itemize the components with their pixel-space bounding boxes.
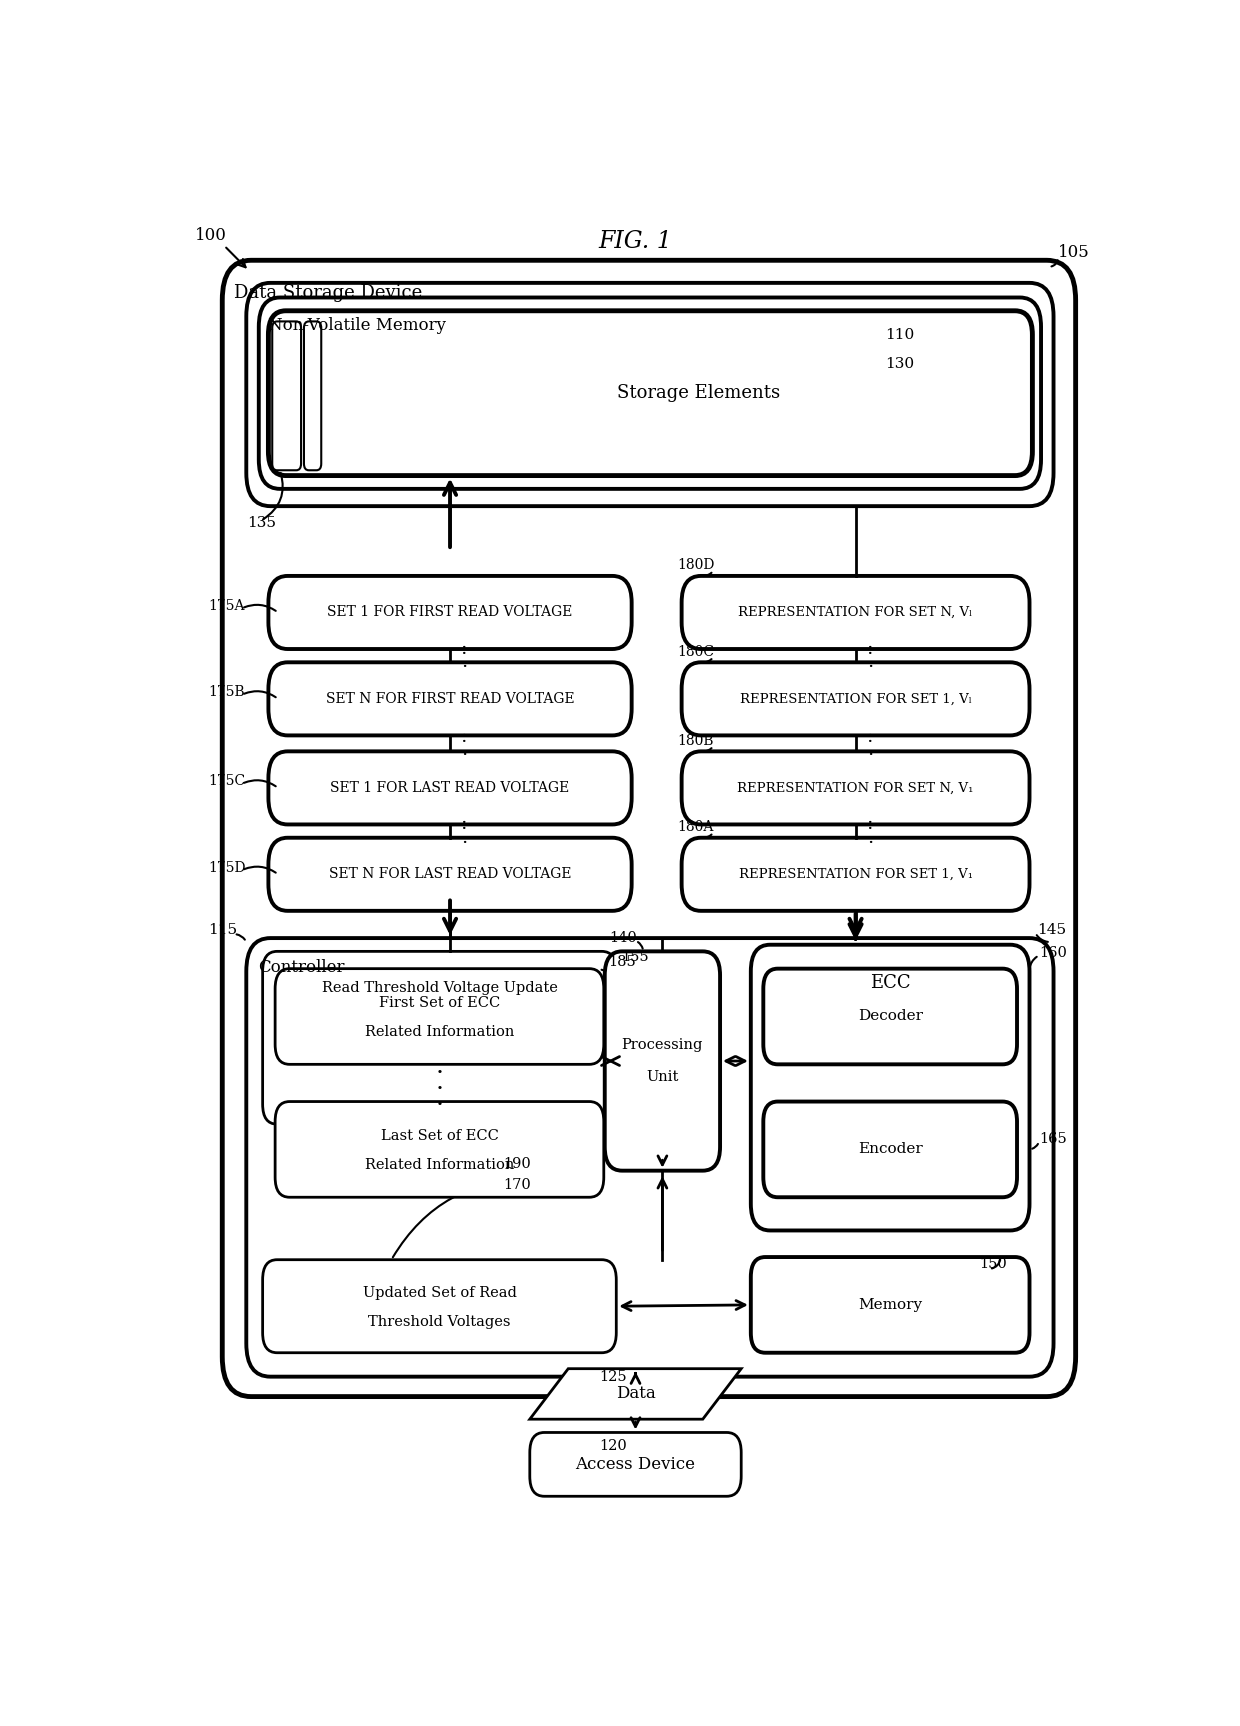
Text: Memory: Memory — [858, 1298, 923, 1312]
FancyBboxPatch shape — [304, 321, 321, 469]
Text: ECC: ECC — [869, 973, 910, 992]
Text: Updated Set of Read: Updated Set of Read — [362, 1286, 516, 1300]
FancyBboxPatch shape — [764, 1101, 1017, 1198]
Text: :: : — [461, 640, 467, 658]
Text: 160: 160 — [1039, 946, 1066, 960]
Text: .: . — [461, 654, 467, 671]
FancyBboxPatch shape — [529, 1433, 742, 1496]
FancyBboxPatch shape — [268, 837, 631, 911]
Text: Threshold Voltages: Threshold Voltages — [368, 1315, 511, 1329]
Text: REPRESENTATION FOR SET N, Vₗ: REPRESENTATION FOR SET N, Vₗ — [739, 606, 972, 620]
Text: 175B: 175B — [208, 685, 244, 699]
FancyBboxPatch shape — [263, 951, 616, 1124]
Text: :: : — [867, 815, 873, 834]
FancyBboxPatch shape — [605, 951, 720, 1170]
FancyBboxPatch shape — [275, 1101, 604, 1198]
FancyBboxPatch shape — [268, 576, 631, 649]
Text: .: . — [435, 1087, 444, 1110]
Text: :: : — [461, 815, 467, 834]
FancyBboxPatch shape — [682, 751, 1029, 825]
Text: .: . — [435, 1072, 444, 1094]
Text: Read Threshold Voltage Update: Read Threshold Voltage Update — [321, 980, 558, 994]
FancyBboxPatch shape — [682, 576, 1029, 649]
Text: Related Information: Related Information — [365, 1158, 515, 1172]
Text: 155: 155 — [621, 949, 649, 963]
FancyBboxPatch shape — [751, 1257, 1029, 1353]
Text: SET 1 FOR LAST READ VOLTAGE: SET 1 FOR LAST READ VOLTAGE — [330, 780, 569, 796]
Text: Data: Data — [615, 1386, 656, 1403]
Text: .: . — [435, 1056, 444, 1079]
Text: 125: 125 — [599, 1370, 626, 1384]
Text: :: : — [461, 728, 467, 746]
Text: Last Set of ECC: Last Set of ECC — [381, 1129, 498, 1143]
Text: 120: 120 — [599, 1439, 626, 1453]
Text: 185: 185 — [609, 954, 636, 968]
FancyBboxPatch shape — [682, 663, 1029, 735]
Text: 190: 190 — [503, 1156, 531, 1170]
Text: :: : — [867, 728, 873, 746]
Text: 175C: 175C — [208, 775, 246, 789]
FancyBboxPatch shape — [268, 751, 631, 825]
Text: Controller: Controller — [258, 960, 345, 977]
FancyBboxPatch shape — [247, 939, 1054, 1377]
FancyBboxPatch shape — [222, 261, 1075, 1396]
Text: Processing: Processing — [621, 1037, 703, 1053]
Text: 130: 130 — [885, 357, 914, 371]
Text: Non-Volatile Memory: Non-Volatile Memory — [268, 318, 446, 335]
FancyBboxPatch shape — [259, 297, 1042, 488]
Text: .: . — [461, 740, 467, 759]
Text: FIG. 1: FIG. 1 — [599, 230, 672, 254]
Text: 175A: 175A — [208, 599, 244, 613]
Text: 175D: 175D — [208, 861, 246, 875]
Text: Storage Elements: Storage Elements — [616, 385, 780, 402]
FancyBboxPatch shape — [751, 944, 1029, 1231]
FancyBboxPatch shape — [275, 968, 604, 1065]
FancyBboxPatch shape — [268, 663, 631, 735]
Text: REPRESENTATION FOR SET 1, V₁: REPRESENTATION FOR SET 1, V₁ — [739, 868, 972, 880]
Text: Access Device: Access Device — [575, 1455, 696, 1472]
FancyBboxPatch shape — [273, 321, 301, 469]
FancyBboxPatch shape — [268, 311, 1033, 476]
Text: SET 1 FOR FIRST READ VOLTAGE: SET 1 FOR FIRST READ VOLTAGE — [327, 606, 573, 620]
Text: 145: 145 — [1037, 923, 1066, 937]
Text: Encoder: Encoder — [858, 1143, 923, 1156]
Polygon shape — [529, 1369, 742, 1419]
Text: 180D: 180D — [677, 557, 714, 573]
Text: :: : — [867, 640, 873, 658]
Text: Data Storage Device: Data Storage Device — [234, 285, 422, 302]
Text: .: . — [461, 828, 467, 847]
Text: .: . — [867, 828, 873, 847]
Text: 180C: 180C — [677, 646, 714, 659]
Text: Related Information: Related Information — [365, 1025, 515, 1039]
Text: .: . — [867, 740, 873, 759]
Text: 180B: 180B — [677, 734, 713, 747]
FancyBboxPatch shape — [682, 837, 1029, 911]
FancyBboxPatch shape — [764, 968, 1017, 1065]
Text: 140: 140 — [610, 930, 637, 946]
Text: 115: 115 — [208, 923, 237, 937]
Text: 165: 165 — [1039, 1132, 1066, 1146]
Text: 150: 150 — [980, 1257, 1007, 1270]
Text: 110: 110 — [885, 328, 915, 342]
Text: 135: 135 — [247, 516, 277, 530]
FancyBboxPatch shape — [263, 1260, 616, 1353]
Text: SET N FOR LAST READ VOLTAGE: SET N FOR LAST READ VOLTAGE — [329, 866, 572, 882]
FancyBboxPatch shape — [247, 283, 1054, 506]
Text: 105: 105 — [1058, 243, 1090, 261]
Text: First Set of ECC: First Set of ECC — [379, 996, 500, 1010]
Text: Decoder: Decoder — [858, 1010, 923, 1024]
Text: 170: 170 — [503, 1179, 531, 1193]
Text: REPRESENTATION FOR SET 1, Vₗ: REPRESENTATION FOR SET 1, Vₗ — [739, 692, 971, 706]
Text: Unit: Unit — [646, 1070, 678, 1084]
Text: 100: 100 — [196, 226, 227, 243]
Text: 180A: 180A — [677, 820, 713, 834]
Text: REPRESENTATION FOR SET N, V₁: REPRESENTATION FOR SET N, V₁ — [738, 782, 973, 794]
Text: SET N FOR FIRST READ VOLTAGE: SET N FOR FIRST READ VOLTAGE — [326, 692, 574, 706]
Text: .: . — [867, 654, 873, 671]
